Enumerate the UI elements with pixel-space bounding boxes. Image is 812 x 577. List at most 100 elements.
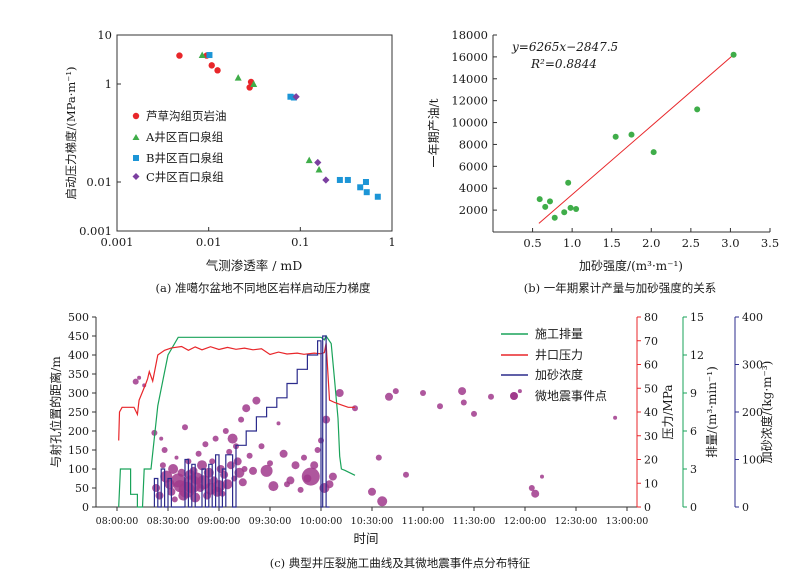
b-data-point	[694, 106, 701, 113]
panel-b-regression-line	[538, 53, 735, 224]
panel-a-log-scatter: 0.001 0.01 0.1 1 0.001 0.01 1 10 芦草沟组页岩油 A井区百口泉…	[64, 28, 396, 295]
c-xtick-label: 11:30:00	[453, 516, 496, 527]
b-ytick-label: 8000	[459, 137, 488, 151]
c-microseismic-event	[392, 388, 399, 395]
c-microseismic-event	[335, 389, 344, 397]
a-series-1-point	[305, 156, 313, 164]
b-data-point	[551, 214, 558, 221]
b-data-point	[650, 149, 657, 156]
legend-a-1-marker	[132, 134, 140, 140]
c-distance-tick-label: 350	[68, 368, 89, 381]
legend-c-3-swatch	[510, 392, 518, 400]
c-microseismic-event	[249, 466, 257, 475]
c-microseismic-event	[195, 450, 202, 457]
c-microseismic-event	[385, 392, 393, 401]
panel-b-r-squared: R²=0.8844	[530, 57, 597, 71]
c-microseismic-event	[310, 461, 319, 470]
panel-b-x-axis-label: 加砂强度/(m³·m⁻¹)	[579, 258, 683, 273]
a-series-2-point	[287, 93, 294, 100]
c-microseismic-event	[258, 443, 265, 450]
c-microseismic-event	[471, 410, 477, 417]
c-microseismic-event	[279, 449, 288, 458]
panel-b-linear-scatter: 0.5 1.0 1.5 2.0 2.5 3.0 3.5 2000 4000 6000 8000 100…	[427, 28, 779, 295]
c-microseismic-event	[174, 455, 179, 460]
a-series-0-point	[208, 62, 215, 69]
c-xtick-label: 08:30:00	[147, 516, 190, 527]
c-xtick-label: 10:00:00	[300, 516, 343, 527]
c-microseismic-event	[152, 484, 161, 492]
c-microseismic-event	[222, 428, 229, 434]
c-microseismic-event	[246, 452, 253, 459]
c-xtick-label: 12:00:00	[504, 516, 547, 527]
panel-c-curve-group	[118, 334, 356, 508]
a-series-0-point	[176, 52, 183, 59]
a-ytick-label: 0.01	[86, 175, 112, 189]
b-ytick-label: 14000	[451, 72, 488, 86]
c-distance-tick-label: 400	[68, 349, 89, 362]
c-microseismic-event	[286, 476, 295, 485]
legend-a-2-marker	[133, 155, 139, 161]
panel-b-tick-group: 0.5 1.0 1.5 2.0 2.5 3.0 3.5 2000 4000 6000 8000 100…	[451, 28, 779, 250]
b-ytick-label: 2000	[459, 203, 488, 217]
a-series-3-point	[314, 158, 322, 167]
b-data-point	[565, 179, 572, 186]
c-microseismic-event	[168, 464, 179, 474]
c-distance-tick-label: 200	[68, 425, 89, 438]
b-ytick-label: 12000	[451, 94, 488, 108]
panel-a-legend: 芦草沟组页岩油 A井区百口泉组 B井区百口泉组 C井区百口泉组	[132, 109, 227, 184]
a-xtick-label: 1	[388, 235, 395, 249]
c-microseismic-event	[517, 389, 522, 394]
c-microseismic-event	[202, 441, 209, 448]
b-data-point	[542, 203, 549, 210]
b-data-point	[567, 204, 574, 211]
c-microseismic-event	[458, 387, 467, 396]
c-pressure-tick-label: 10	[644, 477, 658, 490]
c-microseismic-event	[137, 375, 142, 380]
c-rate-tick-label: 0	[690, 501, 697, 514]
b-data-point	[561, 209, 568, 216]
c-microseismic-event	[212, 435, 219, 442]
panel-c-frac-curves: 08:00:00 08:30:00 09:00:00 09:30:00 10:00:00…	[48, 311, 774, 570]
c-microseismic-event	[267, 460, 273, 467]
c-distance-tick-label: 100	[68, 463, 89, 476]
a-series-2-point	[336, 176, 343, 183]
b-xtick-label: 1.0	[563, 236, 581, 250]
c-xtick-label: 09:00:00	[198, 516, 241, 527]
c-distance-tick-label: 300	[68, 387, 89, 400]
a-ytick-label: 0.001	[79, 224, 112, 238]
legend-a-2-label: B井区百口泉组	[146, 151, 224, 165]
panel-c-distance-label: 与射孔位置的距离/m	[48, 356, 63, 468]
c-pressure-tick-label: 20	[644, 454, 658, 467]
c-microseismic-event	[540, 474, 544, 479]
legend-c-2-label: 加砂浓度	[535, 367, 583, 382]
b-ytick-label: 4000	[459, 181, 488, 195]
b-ytick-label: 10000	[451, 116, 488, 130]
legend-a-3-marker	[132, 173, 140, 180]
c-rate-tick-label: 15	[690, 311, 704, 324]
legend-c-3-label: 微地震事件点	[535, 389, 607, 403]
c-microseismic-event	[171, 496, 178, 503]
a-series-1-point	[315, 165, 323, 173]
c-series-0-line	[118, 334, 356, 508]
c-microseismic-event	[368, 487, 376, 496]
c-microseismic-event	[301, 454, 307, 461]
a-series-1-point	[198, 51, 206, 59]
c-sand-tick-label: 300	[742, 359, 763, 372]
b-ytick-label: 6000	[459, 159, 488, 173]
b-xtick-label: 2.0	[642, 236, 660, 250]
c-sand-tick-label: 100	[742, 454, 763, 467]
c-rate-tick-label: 3	[690, 463, 697, 476]
b-ytick-label: 16000	[451, 50, 488, 64]
a-series-3-point	[292, 93, 300, 101]
a-xtick-label: 0.1	[291, 235, 309, 249]
c-rate-tick-label: 12	[690, 349, 704, 362]
c-microseismic-event	[182, 424, 188, 431]
c-microseismic-event	[301, 467, 320, 486]
b-xtick-label: 3.5	[761, 236, 779, 250]
a-xtick-label: 0.001	[101, 235, 134, 249]
c-microseismic-event	[314, 447, 321, 453]
legend-a-0-label: 芦草沟组页岩油	[146, 109, 227, 123]
c-pressure-tick-label: 70	[644, 335, 658, 348]
c-xtick-label: 13:00:00	[606, 516, 649, 527]
